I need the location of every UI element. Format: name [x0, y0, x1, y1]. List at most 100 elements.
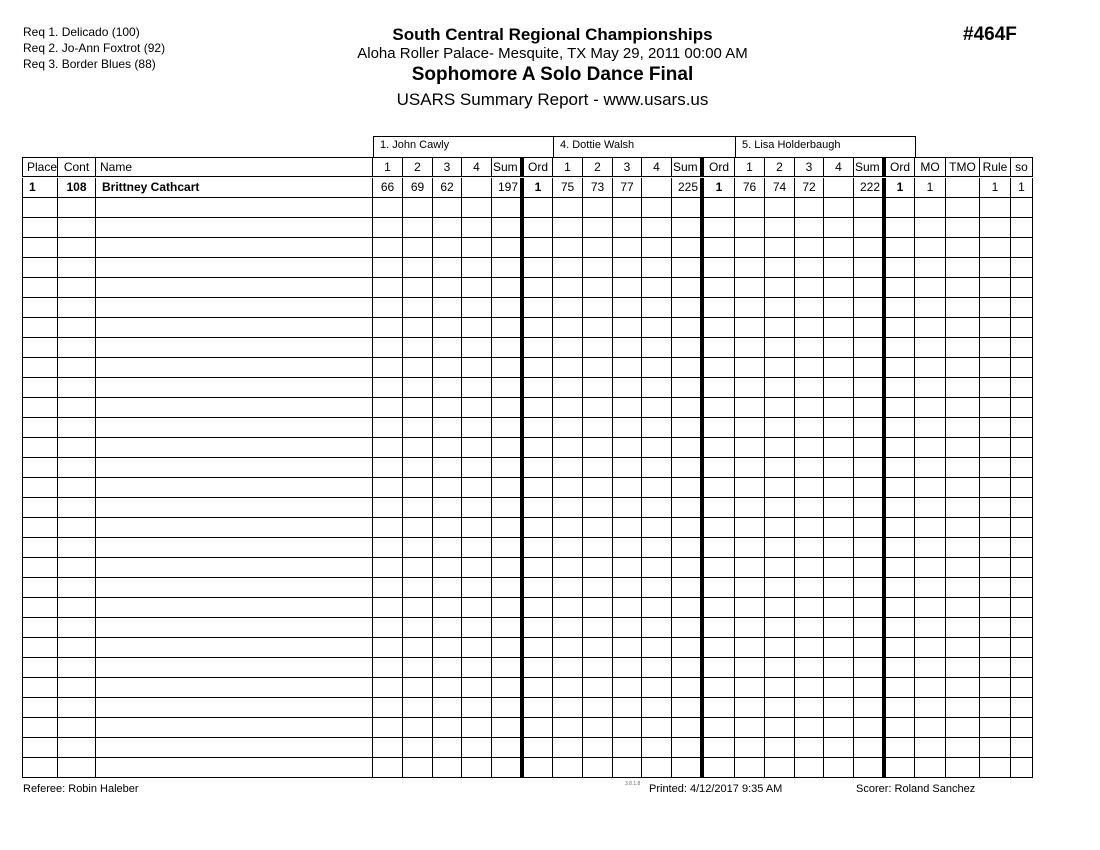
- table-cell: [915, 738, 946, 758]
- table-cell: [373, 198, 403, 218]
- table-cell: [553, 538, 583, 558]
- table-cell: [765, 258, 795, 278]
- table-cell: [613, 558, 642, 578]
- table-cell: [492, 638, 522, 658]
- table-cell: [854, 738, 884, 758]
- column-header-judge3-4: 4: [824, 158, 854, 177]
- table-cell: [980, 578, 1011, 598]
- table-cell: [520, 318, 553, 338]
- table-cell: [824, 598, 854, 618]
- table-cell: [462, 298, 492, 318]
- table-cell: [96, 658, 373, 678]
- table-cell: [672, 678, 702, 698]
- table-cell: [403, 558, 433, 578]
- table-cell: [553, 278, 583, 298]
- table-cell: [765, 518, 795, 538]
- column-header-judge3-3: 3: [795, 158, 824, 177]
- table-cell: [462, 658, 492, 678]
- table-cell: [882, 718, 915, 738]
- table-cell: [672, 278, 702, 298]
- table-cell: [22, 478, 58, 498]
- table-cell: [824, 538, 854, 558]
- table-cell: [700, 338, 735, 358]
- table-cell: [462, 318, 492, 338]
- table-cell: [946, 658, 980, 678]
- table-cell: [613, 218, 642, 238]
- table-cell: [96, 518, 373, 538]
- table-cell: [946, 638, 980, 658]
- table-cell: [854, 278, 884, 298]
- table-cell: [403, 618, 433, 638]
- table-cell: [492, 538, 522, 558]
- table-cell: [672, 438, 702, 458]
- column-header-judge2-3: 3: [613, 158, 642, 177]
- table-cell: [735, 198, 765, 218]
- table-cell: [1011, 478, 1033, 498]
- table-cell: [980, 518, 1011, 538]
- table-cell: [735, 218, 765, 238]
- table-cell: [700, 738, 735, 758]
- table-cell: [795, 598, 824, 618]
- table-cell: [795, 378, 824, 398]
- table-cell: [462, 258, 492, 278]
- table-cell: [492, 558, 522, 578]
- table-cell: [433, 638, 462, 658]
- table-cell: [1011, 698, 1033, 718]
- table-cell: [882, 678, 915, 698]
- table-cell: [672, 378, 702, 398]
- table-cell: [980, 338, 1011, 358]
- table-cell: [433, 458, 462, 478]
- table-cell: [583, 378, 613, 398]
- table-cell: [1011, 458, 1033, 478]
- table-cell: [765, 718, 795, 738]
- table-cell: [96, 538, 373, 558]
- table-cell: [22, 558, 58, 578]
- table-cell: [882, 598, 915, 618]
- table-cell: [96, 618, 373, 638]
- table-cell: [980, 538, 1011, 558]
- table-cell: [642, 398, 672, 418]
- table-cell: [373, 278, 403, 298]
- requested-music-2: Req 2. Jo-Ann Foxtrot (92): [23, 41, 166, 55]
- table-cell: [462, 538, 492, 558]
- table-cell: [795, 698, 824, 718]
- table-cell: [22, 458, 58, 478]
- cell-judge1-ord: 1: [520, 178, 553, 198]
- table-cell: [520, 518, 553, 538]
- table-cell: [433, 678, 462, 698]
- table-cell: [22, 438, 58, 458]
- table-cell: [22, 258, 58, 278]
- table-cell: [403, 278, 433, 298]
- column-header-judge3-1: 1: [735, 158, 765, 177]
- table-cell: [96, 258, 373, 278]
- table-cell: [854, 198, 884, 218]
- table-cell: [765, 278, 795, 298]
- table-cell: [854, 618, 884, 638]
- table-cell: [854, 238, 884, 258]
- table-cell: [613, 198, 642, 218]
- table-cell: [915, 578, 946, 598]
- table-cell: [96, 478, 373, 498]
- table-cell: [765, 218, 795, 238]
- table-cell: [765, 438, 795, 458]
- table-cell: [915, 218, 946, 238]
- table-cell: [583, 278, 613, 298]
- table-cell: [882, 258, 915, 278]
- table-cell: [946, 198, 980, 218]
- table-cell: [824, 258, 854, 278]
- table-cell: [854, 398, 884, 418]
- table-cell: [520, 198, 553, 218]
- table-cell: [583, 298, 613, 318]
- column-header-judge1-4: 4: [462, 158, 492, 177]
- table-cell: [765, 458, 795, 478]
- table-cell: [735, 418, 765, 438]
- table-cell: [96, 418, 373, 438]
- table-cell: [403, 238, 433, 258]
- table-cell: [613, 298, 642, 318]
- event-name: Sophomore A Solo Dance Final: [411, 64, 694, 85]
- table-cell: [613, 418, 642, 438]
- table-cell: [520, 658, 553, 678]
- judge-header-3: 5. Lisa Holderbaugh: [735, 136, 916, 157]
- table-cell: [373, 418, 403, 438]
- table-cell: [58, 658, 96, 678]
